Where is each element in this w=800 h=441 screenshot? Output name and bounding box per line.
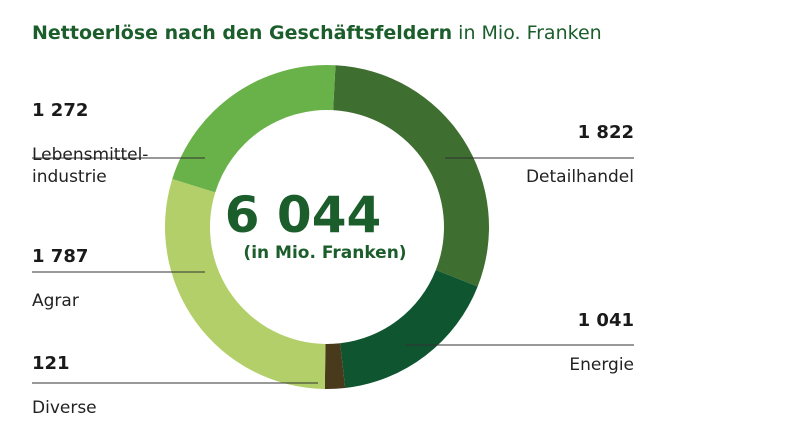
slice-name-detailhandel: Detailhandel [525, 167, 634, 187]
slice-value-diverse: 121 [32, 353, 70, 374]
slice-label-detailhandel: 1 822 Detailhandel [526, 100, 634, 210]
slice-name-diverse: Diverse [32, 398, 97, 418]
donut-slices [164, 65, 489, 389]
slice-detailhandel [333, 65, 489, 287]
slice-value-energie: 1 041 [577, 310, 634, 331]
slice-diverse [324, 343, 346, 389]
slice-energie [340, 269, 478, 388]
slice-agrar [164, 179, 326, 389]
slice-label-diverse: 121 Diverse [32, 331, 97, 441]
chart-unit: in Mio. Franken [458, 22, 602, 44]
slice-value-detailhandel: 1 822 [577, 122, 634, 143]
chart-title: Nettoerlöse nach den Geschäftsfeldern in… [32, 22, 602, 44]
slice-name-lebensmittelindustrie: Lebensmittel- industrie [32, 145, 149, 187]
slice-label-lebensmittelindustrie: 1 272 Lebensmittel- industrie [32, 78, 148, 210]
slice-value-lebensmittelindustrie: 1 272 [32, 100, 89, 121]
slice-value-agrar: 1 787 [32, 246, 89, 267]
slice-name-energie: Energie [569, 355, 634, 375]
slice-label-agrar: 1 787 Agrar [32, 224, 88, 334]
center-total: 6 044 [225, 186, 382, 244]
slice-lebensmittelindustrie [172, 65, 336, 193]
leader-lines [32, 157, 634, 384]
center-caption: (in Mio. Franken) [243, 243, 406, 263]
slice-label-energie: 1 041 Energie [569, 288, 634, 398]
donut-chart: 6 044 (in Mio. Franken) [32, 65, 634, 389]
slice-name-agrar: Agrar [32, 291, 79, 311]
chart-title-text: Nettoerlöse nach den Geschäftsfeldern [32, 22, 453, 44]
